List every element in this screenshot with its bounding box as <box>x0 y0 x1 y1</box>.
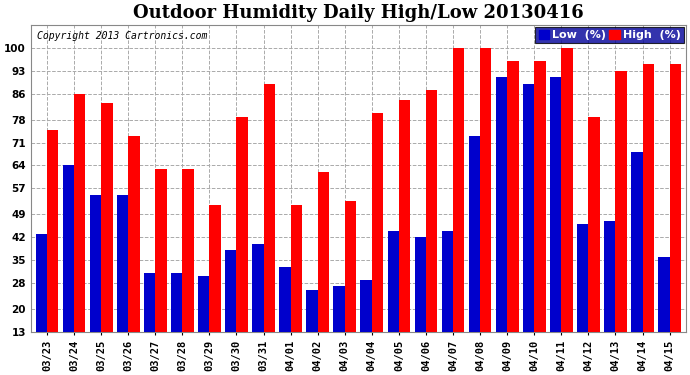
Bar <box>237 117 248 374</box>
Bar <box>562 48 573 374</box>
Bar <box>101 104 112 374</box>
Bar <box>198 276 210 374</box>
Bar <box>210 205 221 374</box>
Bar <box>589 117 600 374</box>
Bar <box>399 100 411 374</box>
Bar <box>225 251 237 374</box>
Bar <box>182 169 194 374</box>
Bar <box>279 267 290 374</box>
Bar <box>507 61 519 374</box>
Bar <box>144 273 155 374</box>
Bar <box>90 195 101 374</box>
Bar <box>36 234 47 374</box>
Bar <box>388 231 399 374</box>
Bar <box>615 71 627 374</box>
Text: Copyright 2013 Cartronics.com: Copyright 2013 Cartronics.com <box>37 31 208 41</box>
Bar <box>360 280 372 374</box>
Bar <box>534 61 546 374</box>
Bar <box>442 231 453 374</box>
Bar <box>453 48 464 374</box>
Bar <box>253 244 264 374</box>
Bar <box>306 290 317 374</box>
Bar <box>480 48 491 374</box>
Bar <box>631 152 642 374</box>
Bar <box>128 136 139 374</box>
Bar <box>523 84 534 374</box>
Bar <box>117 195 128 374</box>
Bar <box>577 224 589 374</box>
Bar <box>74 94 86 374</box>
Bar <box>63 165 74 374</box>
Bar <box>415 237 426 374</box>
Bar <box>658 257 669 374</box>
Title: Outdoor Humidity Daily High/Low 20130416: Outdoor Humidity Daily High/Low 20130416 <box>133 4 584 22</box>
Bar <box>642 64 654 374</box>
Bar <box>496 77 507 374</box>
Bar <box>171 273 182 374</box>
Bar <box>333 286 345 374</box>
Bar <box>469 136 480 374</box>
Bar <box>669 64 681 374</box>
Bar <box>426 90 437 374</box>
Legend: Low  (%), High  (%): Low (%), High (%) <box>535 27 684 44</box>
Bar <box>317 172 329 374</box>
Bar <box>47 130 59 374</box>
Bar <box>290 205 302 374</box>
Bar <box>550 77 562 374</box>
Bar <box>604 221 615 374</box>
Bar <box>264 84 275 374</box>
Bar <box>345 201 356 374</box>
Bar <box>372 113 383 374</box>
Bar <box>155 169 167 374</box>
